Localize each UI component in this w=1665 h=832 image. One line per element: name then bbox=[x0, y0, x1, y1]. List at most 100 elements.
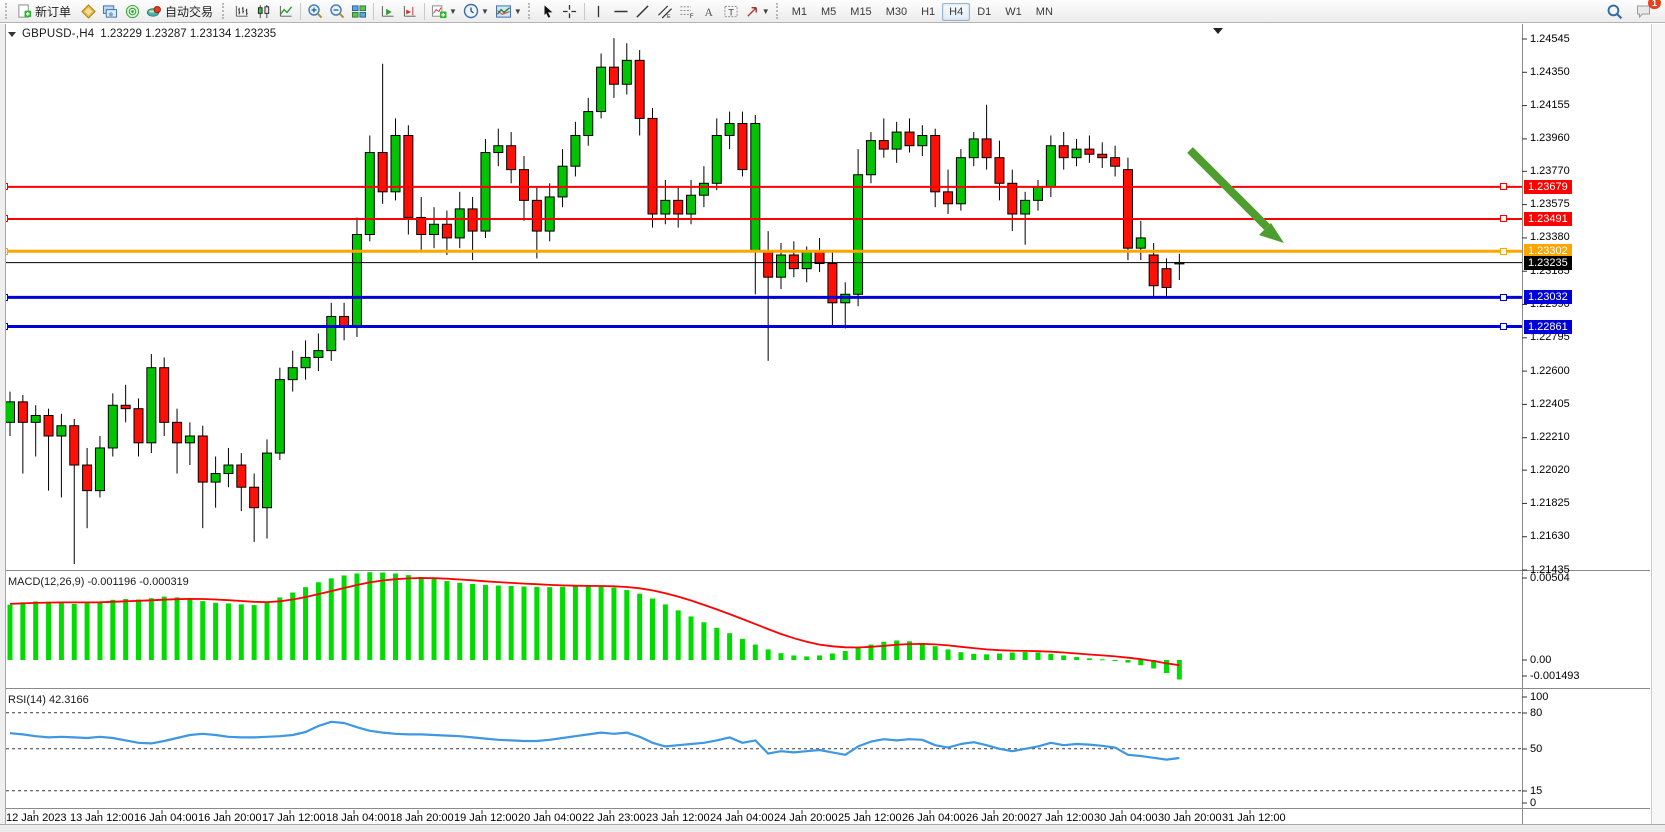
macd-histogram-bar bbox=[868, 644, 874, 660]
templates-button[interactable]: ▼ bbox=[492, 1, 525, 21]
bar-chart-icon bbox=[235, 5, 248, 17]
zoom-out-button[interactable] bbox=[326, 1, 348, 21]
market-watch-button[interactable] bbox=[99, 1, 121, 21]
time-label: 19 Jan 12:00 bbox=[454, 812, 518, 824]
macd-histogram-bar bbox=[290, 592, 296, 660]
timeframe-m15[interactable]: M15 bbox=[850, 6, 872, 18]
new-order-label: 新订单 bbox=[35, 4, 72, 19]
candlestick-icon bbox=[257, 4, 270, 18]
cursor-button[interactable] bbox=[537, 1, 559, 21]
search-button[interactable] bbox=[1603, 1, 1626, 21]
horizontal-line-button[interactable] bbox=[610, 1, 632, 21]
arrows-button[interactable]: ▼ bbox=[742, 1, 773, 21]
timeframe-h1[interactable]: H1 bbox=[921, 6, 936, 18]
tile-windows-button[interactable] bbox=[348, 1, 370, 21]
time-label: 20 Jan 04:00 bbox=[518, 812, 582, 824]
macd-histogram-bar bbox=[778, 653, 784, 660]
timeframe-m30[interactable]: M30 bbox=[885, 6, 908, 18]
toolbar-separator bbox=[424, 2, 426, 20]
price-tick: 1.22405 bbox=[1530, 397, 1570, 410]
macd-histogram-bar bbox=[97, 601, 103, 660]
timeframe-w1[interactable]: W1 bbox=[1005, 6, 1022, 18]
macd-histogram-bar bbox=[495, 585, 501, 660]
chevron-down-icon: ▼ bbox=[480, 6, 489, 16]
signal-icon bbox=[125, 4, 139, 18]
notifications-button[interactable]: 1 bbox=[1632, 0, 1661, 21]
price-tick: 1.21435 bbox=[1530, 563, 1570, 576]
periods-button[interactable]: ▼ bbox=[460, 1, 492, 21]
signals-button[interactable] bbox=[121, 1, 143, 21]
line-handle[interactable] bbox=[1500, 215, 1507, 223]
macd-histogram-bar bbox=[225, 603, 231, 660]
vertical-line-button[interactable] bbox=[588, 1, 610, 21]
candle bbox=[172, 421, 183, 444]
toolbar-grip bbox=[5, 3, 11, 19]
candle bbox=[994, 157, 1005, 184]
line-handle[interactable] bbox=[1500, 293, 1507, 301]
text-button[interactable]: A bbox=[698, 1, 720, 21]
timeframe-mn[interactable]: MN bbox=[1035, 6, 1053, 18]
chart-canvas[interactable] bbox=[0, 24, 1665, 824]
trend-arrow-head[interactable] bbox=[1259, 223, 1284, 243]
trendline-icon bbox=[636, 4, 649, 18]
time-label: 16 Jan 20:00 bbox=[198, 812, 262, 824]
macd-histogram-bar bbox=[341, 575, 347, 660]
chart-shift-marker-icon[interactable] bbox=[1213, 28, 1223, 34]
candle bbox=[724, 123, 735, 136]
macd-histogram-bar bbox=[328, 578, 334, 660]
candle bbox=[878, 140, 889, 150]
candle bbox=[968, 138, 979, 159]
candle bbox=[814, 251, 825, 265]
macd-histogram-bar bbox=[598, 586, 604, 660]
candle bbox=[917, 134, 928, 147]
line-handle[interactable] bbox=[1500, 183, 1507, 191]
gold-badge-icon bbox=[80, 3, 96, 19]
equidistant-channel-button[interactable]: E bbox=[654, 1, 676, 21]
indicators-button[interactable]: ▼ bbox=[428, 1, 460, 21]
timeframe-d1[interactable]: D1 bbox=[977, 6, 992, 18]
svg-text:F: F bbox=[690, 13, 694, 19]
new-order-button[interactable]: 新订单 bbox=[14, 1, 77, 21]
macd-histogram-bar bbox=[932, 646, 938, 660]
candle bbox=[686, 194, 697, 215]
trend-arrow[interactable] bbox=[1187, 147, 1270, 230]
auto-scroll-button[interactable] bbox=[377, 1, 399, 21]
macd-histogram-bar bbox=[804, 656, 810, 660]
tile-windows-icon bbox=[352, 4, 367, 18]
timeframe-m1[interactable]: M1 bbox=[791, 6, 807, 18]
zoom-in-button[interactable] bbox=[304, 1, 326, 21]
macd-histogram-bar bbox=[444, 580, 450, 660]
macd-histogram-bar bbox=[482, 584, 488, 660]
timeframe-h4[interactable]: H4 bbox=[942, 3, 971, 21]
chart-title: GBPUSD-,H4 1.23229 1.23287 1.23134 1.232… bbox=[8, 28, 276, 40]
candle bbox=[1122, 169, 1133, 249]
chart-area[interactable]: GBPUSD-,H4 1.23229 1.23287 1.23134 1.232… bbox=[0, 24, 1665, 824]
indicators-icon bbox=[432, 4, 447, 18]
auto-trading-button[interactable]: 自动交易 bbox=[143, 1, 219, 21]
chart-profile-button[interactable] bbox=[77, 1, 99, 21]
candle bbox=[146, 367, 157, 444]
candlestick-chart-button[interactable] bbox=[253, 1, 275, 21]
collapse-triangle-icon[interactable] bbox=[8, 31, 16, 37]
macd-histogram-bar bbox=[894, 640, 900, 660]
crosshair-button[interactable] bbox=[559, 1, 581, 21]
trendline-button[interactable] bbox=[632, 1, 654, 21]
time-label: 23 Jan 12:00 bbox=[646, 812, 710, 824]
macd-histogram-bar bbox=[161, 596, 167, 660]
line-handle[interactable] bbox=[1500, 323, 1507, 331]
price-tick: 1.21630 bbox=[1530, 530, 1570, 543]
line-chart-button[interactable] bbox=[275, 1, 297, 21]
fibonacci-button[interactable]: F bbox=[676, 1, 698, 21]
chart-shift-button[interactable] bbox=[399, 1, 421, 21]
timeframe-m5[interactable]: M5 bbox=[821, 6, 837, 18]
macd-histogram-bar bbox=[238, 604, 244, 660]
line-handle[interactable] bbox=[1500, 247, 1507, 255]
text-label-button[interactable]: T bbox=[720, 1, 742, 21]
bar-chart-button[interactable] bbox=[231, 1, 253, 21]
macd-histogram-bar bbox=[136, 599, 141, 660]
indicator-axis-label: 0.00 bbox=[1530, 653, 1552, 666]
candle bbox=[519, 169, 529, 201]
toolbar-separator bbox=[373, 2, 375, 20]
macd-histogram-bar bbox=[174, 597, 180, 660]
macd-histogram-bar bbox=[829, 653, 835, 660]
